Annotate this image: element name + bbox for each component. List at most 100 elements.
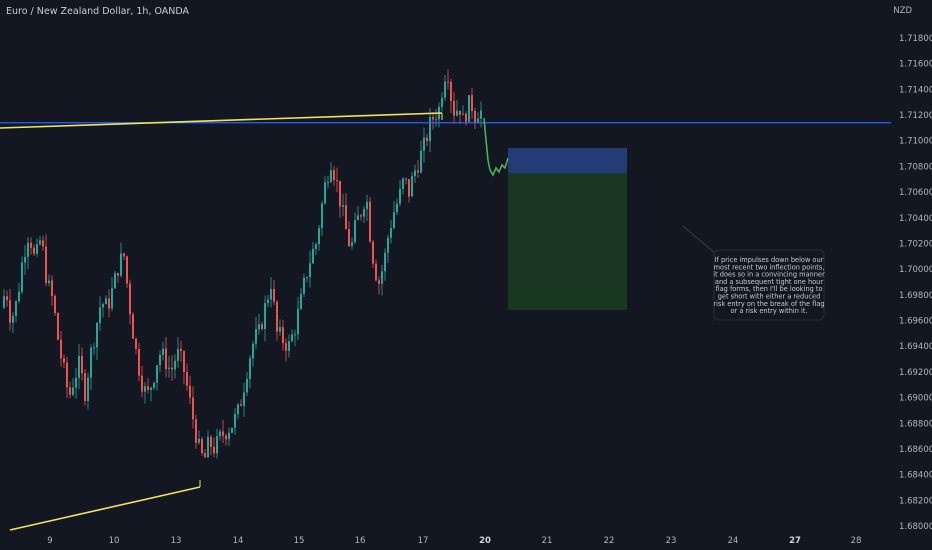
candle-body (156, 365, 158, 383)
candle-body (99, 307, 101, 324)
candle-body (357, 215, 359, 221)
candle-body (111, 288, 113, 309)
y-tick-label: 1.71800 (899, 34, 932, 44)
candle-body (117, 273, 119, 276)
candle-body (96, 323, 98, 348)
candle-body (429, 116, 431, 142)
candle-body (369, 201, 371, 242)
y-tick-label: 1.71600 (899, 60, 932, 70)
x-tick-label: 17 (418, 536, 429, 546)
y-tick-label: 1.70600 (899, 188, 932, 198)
candle-body (351, 242, 353, 247)
candle-body (39, 240, 41, 245)
y-tick-label: 1.68200 (899, 496, 932, 506)
x-tick-label: 13 (171, 536, 182, 546)
x-tick-label: 9 (47, 536, 52, 546)
candle-body (315, 244, 317, 249)
y-tick-label: 1.70800 (899, 162, 932, 172)
candle-body (324, 182, 326, 204)
candle-body (114, 273, 116, 289)
upper-trendline (0, 112, 443, 129)
candle-body (102, 304, 104, 308)
candle-body (405, 178, 407, 180)
candle-body (153, 382, 155, 388)
candle-body (420, 150, 422, 173)
annotation-line: flag forms, then I'll be looking to (715, 285, 822, 293)
candle-body (165, 348, 167, 369)
candle-body (354, 220, 356, 243)
candle-body (396, 203, 398, 213)
candle-body (321, 203, 323, 229)
candle-body (54, 295, 56, 314)
candle-body (390, 227, 392, 238)
candle-body (72, 387, 74, 395)
x-tick-label: 27 (789, 536, 801, 546)
stop-loss-zone (508, 148, 627, 173)
lower-trendline (9, 486, 201, 531)
candle-body (306, 276, 308, 278)
candle-body (69, 387, 71, 395)
candle-body (141, 375, 143, 392)
candle-body (177, 348, 179, 361)
candle-body (33, 247, 35, 254)
candle-body (9, 300, 11, 323)
candle-body (222, 431, 224, 436)
price-axis: 1.68000 1.68200 1.68400 1.68600 1.68800 1.690… (899, 34, 932, 532)
candle-body (168, 367, 170, 369)
candle-body (393, 212, 395, 228)
candle-body (186, 372, 188, 386)
candle-body (330, 170, 332, 182)
candle-body (162, 348, 164, 355)
x-tick-label: 22 (604, 536, 615, 546)
candle-body (138, 349, 140, 376)
candle-body (198, 438, 200, 443)
candle-body (276, 301, 278, 332)
candle-body (12, 315, 14, 323)
candle-body (312, 248, 314, 264)
candle-body (123, 253, 125, 257)
candle-body (318, 228, 320, 245)
annotation-line: get short with either a reduced (718, 293, 821, 301)
candle-body (36, 244, 38, 254)
y-tick-label: 1.70200 (899, 239, 932, 249)
candle-body (78, 355, 80, 378)
candle-body (468, 95, 470, 122)
candle-body (21, 262, 23, 292)
candle-body (270, 289, 272, 300)
candle-body (228, 432, 230, 440)
candle-body (204, 453, 206, 458)
candle-body (336, 180, 338, 182)
chart-title: Euro / New Zealand Dollar, 1h, OANDA (6, 6, 190, 17)
candle-body (171, 367, 173, 370)
candle-body (45, 246, 47, 284)
candle-body (297, 308, 299, 335)
candle-body (84, 373, 86, 401)
candle-body (210, 436, 212, 447)
candle-body (291, 334, 293, 342)
candle-body (87, 377, 89, 401)
candle-body (159, 354, 161, 366)
candle-body (15, 301, 17, 316)
candle-body (207, 436, 209, 458)
x-tick-label: 21 (542, 536, 553, 546)
candle-body (246, 379, 248, 393)
candle-body (474, 111, 476, 123)
candle-body (453, 100, 455, 116)
candle-body (459, 110, 461, 115)
candle-body (201, 438, 203, 454)
candle-body (417, 170, 419, 173)
candle-body (243, 392, 245, 406)
candle-body (60, 339, 62, 359)
candle-body (24, 256, 26, 263)
annotation-line: If price impulses down below our (715, 256, 824, 264)
candle-body (267, 299, 269, 304)
candle-body (108, 298, 110, 309)
candle-body (294, 334, 296, 336)
candle-body (366, 201, 368, 209)
candle-body (3, 296, 5, 308)
y-tick-label: 1.68000 (899, 522, 932, 532)
candle-body (303, 277, 305, 294)
candle-body (30, 242, 32, 248)
candle-body (477, 118, 479, 123)
